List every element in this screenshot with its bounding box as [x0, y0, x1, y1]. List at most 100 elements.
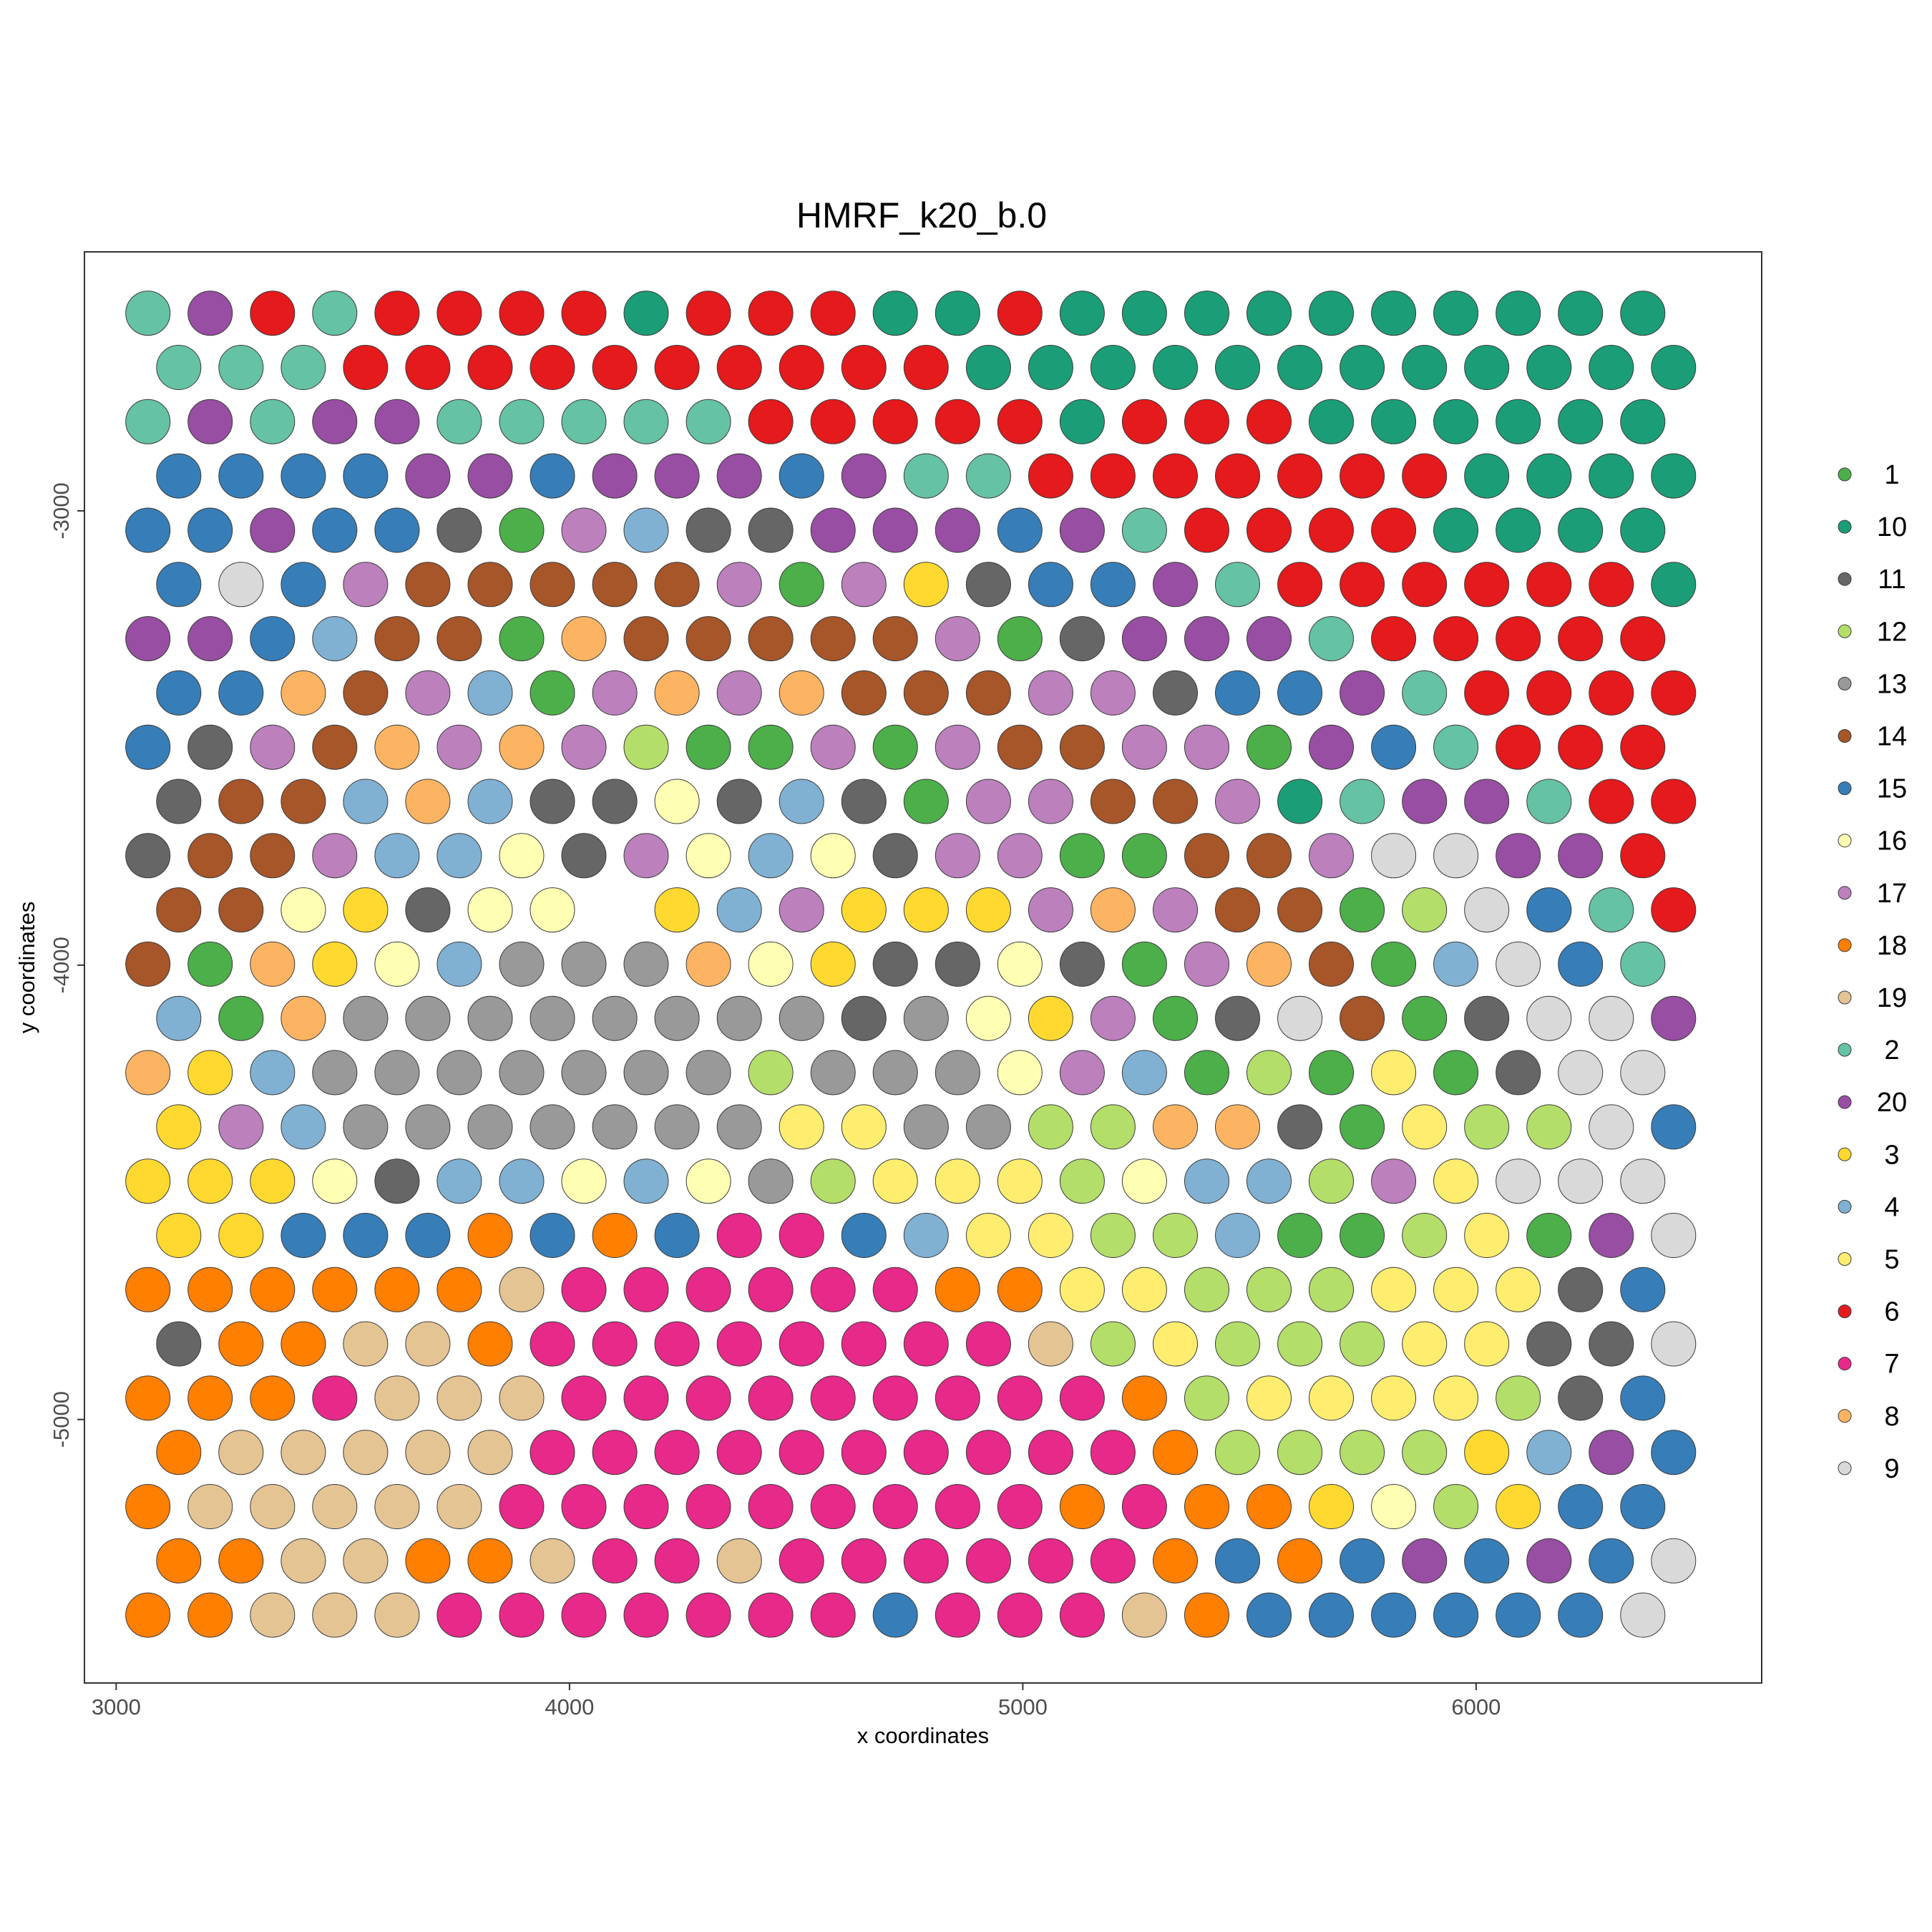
data-point-cluster-2 — [1402, 670, 1448, 716]
data-point-cluster-5 — [1371, 1050, 1417, 1096]
data-point-cluster-10 — [1433, 399, 1479, 444]
data-point-cluster-9 — [1558, 1050, 1604, 1096]
data-point-cluster-18 — [125, 1592, 171, 1638]
data-point-cluster-16 — [654, 779, 700, 824]
data-point-cluster-11 — [935, 941, 980, 987]
data-point-cluster-10 — [1558, 507, 1604, 553]
legend-label: 1 — [1884, 460, 1899, 490]
data-point-cluster-5 — [1153, 1321, 1198, 1367]
legend-label: 8 — [1884, 1402, 1899, 1432]
legend-item: 11 — [1838, 565, 1906, 595]
data-point-cluster-14 — [218, 779, 264, 824]
data-point-cluster-10 — [1526, 453, 1572, 499]
data-point-cluster-20 — [1589, 1213, 1634, 1258]
data-point-cluster-11 — [686, 507, 731, 553]
data-point-cluster-19 — [499, 1375, 545, 1421]
data-point-cluster-11 — [1059, 941, 1105, 987]
data-point-cluster-16 — [748, 941, 794, 987]
data-point-cluster-13 — [343, 1104, 389, 1150]
data-point-cluster-10 — [1433, 291, 1479, 336]
data-point-cluster-8 — [280, 670, 326, 716]
data-point-cluster-1 — [779, 562, 824, 608]
data-point-cluster-11 — [1558, 1375, 1604, 1421]
data-point-cluster-10 — [1059, 399, 1105, 444]
data-point-cluster-19 — [312, 1592, 358, 1638]
data-point-cluster-10 — [1496, 399, 1541, 444]
data-point-cluster-7 — [748, 1375, 794, 1421]
data-point-cluster-17 — [1309, 833, 1354, 879]
data-point-cluster-6 — [1309, 507, 1354, 553]
data-point-cluster-16 — [312, 1158, 358, 1204]
data-point-cluster-1 — [1246, 724, 1292, 770]
legend-key — [1838, 1043, 1852, 1057]
data-point-cluster-10 — [1277, 779, 1323, 824]
data-point-cluster-15 — [1371, 724, 1417, 770]
data-point-cluster-7 — [935, 1592, 980, 1638]
data-point-cluster-14 — [374, 616, 420, 662]
data-point-cluster-14 — [965, 670, 1011, 716]
data-point-cluster-7 — [312, 1375, 358, 1421]
data-point-cluster-14 — [405, 562, 451, 608]
data-point-cluster-6 — [1496, 616, 1541, 662]
legend-item: 12 — [1838, 617, 1907, 647]
data-point-cluster-1 — [997, 616, 1043, 662]
data-point-cluster-7 — [965, 1321, 1011, 1367]
data-point-cluster-18 — [250, 1267, 296, 1312]
data-point-cluster-10 — [1496, 291, 1541, 336]
data-point-cluster-6 — [1246, 507, 1292, 553]
data-point-cluster-4 — [779, 779, 824, 824]
data-point-cluster-1 — [1402, 995, 1448, 1041]
data-point-cluster-4 — [436, 1158, 482, 1204]
data-point-cluster-19 — [436, 1375, 482, 1421]
data-point-cluster-13 — [343, 995, 389, 1041]
data-point-cluster-15 — [280, 562, 326, 608]
data-point-cluster-7 — [530, 1430, 575, 1475]
data-point-cluster-18 — [156, 1538, 202, 1584]
data-point-cluster-15 — [374, 507, 420, 553]
data-point-cluster-7 — [623, 1592, 669, 1638]
data-point-cluster-6 — [1651, 887, 1697, 933]
data-point-cluster-12 — [1215, 1430, 1260, 1475]
data-point-cluster-9 — [1589, 1104, 1634, 1150]
data-point-cluster-9 — [1651, 1321, 1697, 1367]
data-point-cluster-8 — [1246, 941, 1292, 987]
data-point-cluster-5 — [1433, 1158, 1479, 1204]
legend-item: 1 — [1838, 460, 1900, 490]
y-tick-label: -4000 — [49, 937, 74, 993]
data-point-cluster-11 — [965, 562, 1011, 608]
data-point-cluster-7 — [872, 1267, 918, 1312]
data-point-cluster-6 — [530, 345, 575, 390]
data-point-cluster-7 — [1121, 1484, 1167, 1529]
data-point-cluster-15 — [1246, 1592, 1292, 1638]
data-point-cluster-13 — [530, 995, 575, 1041]
data-point-cluster-17 — [716, 670, 762, 716]
data-point-cluster-9 — [1651, 1213, 1697, 1258]
data-point-cluster-20 — [187, 291, 233, 336]
data-point-cluster-5 — [965, 1213, 1011, 1258]
data-point-cluster-1 — [530, 670, 575, 716]
plot-panel-border — [84, 251, 1762, 1684]
data-point-cluster-14 — [810, 616, 856, 662]
data-point-cluster-16 — [280, 887, 326, 933]
legend-key — [1838, 990, 1852, 1005]
data-point-cluster-18 — [1059, 1484, 1105, 1529]
data-point-cluster-20 — [1340, 670, 1385, 716]
data-point-cluster-13 — [872, 1050, 918, 1096]
legend-key — [1838, 572, 1852, 586]
data-point-cluster-6 — [748, 291, 794, 336]
data-point-cluster-4 — [1433, 941, 1479, 987]
data-point-cluster-7 — [592, 1430, 638, 1475]
data-point-cluster-10 — [1464, 345, 1510, 390]
data-point-cluster-16 — [997, 1050, 1043, 1096]
data-point-cluster-6 — [1589, 562, 1634, 608]
legend-label: 20 — [1877, 1088, 1907, 1118]
data-point-cluster-18 — [467, 1538, 513, 1584]
data-point-cluster-14 — [1184, 833, 1229, 879]
legend-key — [1838, 1461, 1852, 1475]
data-point-cluster-11 — [1558, 1267, 1604, 1312]
data-point-cluster-6 — [1090, 453, 1136, 499]
data-point-cluster-12 — [748, 1050, 794, 1096]
data-point-cluster-19 — [530, 1538, 575, 1584]
data-point-cluster-16 — [499, 833, 545, 879]
data-point-cluster-6 — [1620, 833, 1666, 879]
